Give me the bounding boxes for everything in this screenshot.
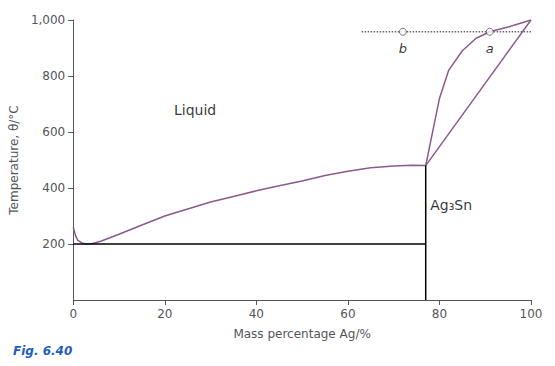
- svg-text:800: 800: [42, 69, 65, 83]
- svg-text:400: 400: [42, 181, 65, 195]
- svg-text:b: b: [399, 41, 407, 56]
- svg-text:600: 600: [42, 125, 65, 139]
- svg-text:60: 60: [340, 307, 355, 321]
- svg-text:Liquid: Liquid: [174, 102, 216, 118]
- svg-text:40: 40: [249, 307, 264, 321]
- svg-text:1,000: 1,000: [31, 13, 65, 27]
- svg-text:20: 20: [157, 307, 172, 321]
- svg-text:80: 80: [432, 307, 447, 321]
- svg-text:Mass percentage Ag/%: Mass percentage Ag/%: [233, 327, 370, 341]
- svg-text:200: 200: [42, 237, 65, 251]
- svg-text:a: a: [486, 41, 494, 56]
- svg-text:Ag₃Sn: Ag₃Sn: [430, 197, 472, 213]
- svg-text:100: 100: [520, 307, 543, 321]
- svg-text:Temperature, θ/°C: Temperature, θ/°C: [7, 105, 21, 215]
- svg-text:Fig. 6.40: Fig. 6.40: [13, 344, 72, 358]
- svg-text:0: 0: [69, 307, 77, 321]
